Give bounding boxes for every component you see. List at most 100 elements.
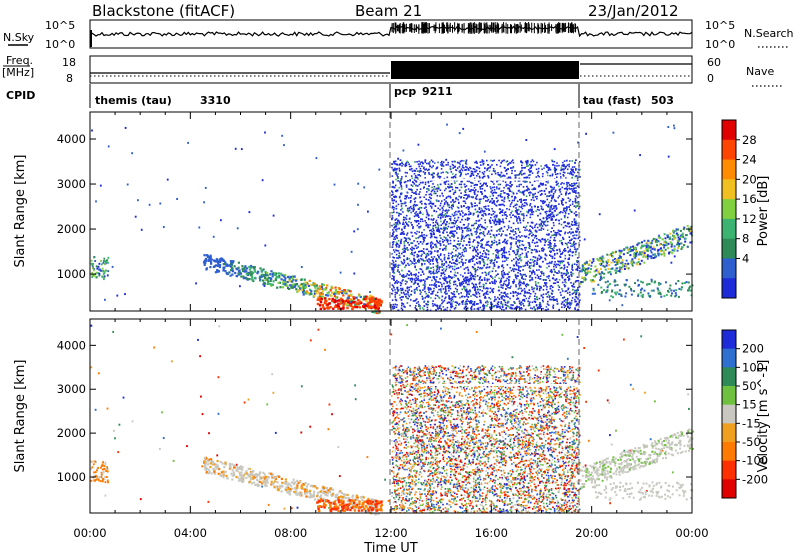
power-scatter-point (500, 249, 502, 252)
power-scatter-point (553, 148, 556, 151)
power-scatter-point (269, 279, 272, 282)
power-scatter-point (526, 165, 528, 167)
power-scatter-point (559, 172, 562, 175)
power-scatter-point (551, 186, 553, 189)
power-scatter-point (466, 309, 469, 312)
power-scatter-point (479, 281, 481, 284)
power-scatter-point (495, 241, 498, 243)
power-scatter-point (342, 302, 346, 306)
power-scatter-point (300, 266, 303, 268)
power-scatter-point (500, 234, 502, 237)
power-scatter-point (304, 284, 307, 287)
power-scatter-point (300, 282, 303, 286)
power-scatter-point (308, 279, 311, 282)
power-scatter-point (427, 254, 430, 256)
power-scatter-point (481, 253, 484, 255)
power-scatter-point (355, 302, 358, 306)
power-scatter-point (565, 290, 568, 292)
power-scatter-point (475, 198, 478, 200)
power-scatter-point (411, 277, 414, 280)
power-scatter-point (575, 300, 577, 303)
power-scatter-point (538, 297, 541, 300)
power-scatter-point (483, 277, 486, 279)
power-scatter-point (568, 222, 570, 224)
power-scatter-point (526, 180, 528, 183)
power-scatter-point (413, 288, 416, 291)
power-scatter-point (399, 199, 402, 202)
power-scatter-point (527, 242, 530, 244)
power-scatter-point (504, 304, 507, 306)
power-scatter-point (541, 168, 543, 171)
power-scatter-point (436, 239, 438, 242)
power-scatter-point (466, 227, 469, 230)
power-scatter-point (578, 207, 580, 210)
power-scatter-point (474, 205, 476, 207)
power-scatter-point (500, 286, 502, 289)
power-scatter-point (456, 263, 458, 266)
power-scatter-point (533, 306, 535, 308)
power-scatter-point (572, 282, 575, 285)
power-scatter-point (556, 298, 558, 301)
power-scatter-point (207, 259, 210, 262)
power-scatter-point (467, 234, 469, 236)
power-scatter-point (547, 277, 550, 279)
power-scatter-point (435, 236, 438, 239)
power-scatter-point (443, 239, 446, 242)
power-scatter-point (324, 301, 327, 304)
power-scatter-point (464, 290, 467, 292)
power-scatter-point (396, 257, 398, 259)
power-scatter-point (483, 309, 485, 312)
power-scatter-point (519, 265, 521, 268)
power-scatter-point (474, 161, 476, 164)
power-scatter-point (505, 304, 508, 307)
power-scatter-point (433, 186, 436, 188)
power-scatter-point (393, 199, 395, 202)
power-scatter-point (159, 202, 162, 205)
power-scatter-point (488, 278, 490, 281)
power-scatter-point (455, 254, 457, 256)
power-scatter-point (425, 203, 427, 206)
power-scatter-point (425, 194, 427, 196)
power-scatter-point (441, 214, 443, 217)
power-scatter-point (408, 286, 411, 289)
power-scatter-point (469, 271, 472, 274)
power-scatter-point (536, 198, 538, 200)
power-scatter-point (530, 307, 532, 309)
power-scatter-point (498, 218, 501, 221)
power-scatter-point (342, 307, 345, 310)
power-scatter-point (432, 228, 434, 230)
power-scatter-point (463, 280, 465, 282)
power-scatter-point (297, 289, 300, 292)
power-scatter-point (456, 243, 459, 245)
power-scatter-point (429, 309, 432, 312)
power-scatter-point (515, 264, 518, 267)
power-scatter-point (395, 230, 398, 232)
power-scatter-point (370, 295, 373, 298)
power-scatter-point (536, 269, 538, 271)
power-scatter-point (536, 298, 539, 301)
power-scatter-point (166, 178, 169, 181)
power-scatter-point (461, 228, 463, 230)
power-scatter-point (463, 268, 466, 270)
power-scatter-point (483, 212, 485, 215)
power-scatter-point (401, 280, 404, 282)
power-scatter-point (545, 184, 547, 186)
power-scatter-point (520, 259, 522, 262)
power-scatter-point (496, 249, 499, 251)
power-scatter-point (473, 239, 475, 241)
power-scatter-point (421, 218, 423, 220)
power-scatter-point (100, 259, 102, 262)
power-scatter-point (483, 195, 485, 198)
power-scatter-point (398, 221, 401, 224)
power-scatter-point (515, 277, 518, 280)
power-scatter-point (563, 249, 565, 251)
power-scatter-point (420, 255, 423, 257)
power-scatter-point (452, 167, 454, 169)
power-scatter-point (418, 303, 420, 306)
power-scatter-point (479, 161, 482, 163)
power-scatter-point (368, 299, 372, 303)
power-scatter-point (511, 201, 513, 204)
power-scatter-point (441, 211, 444, 213)
power-scatter-point (325, 294, 328, 297)
power-scatter-point (477, 308, 480, 311)
